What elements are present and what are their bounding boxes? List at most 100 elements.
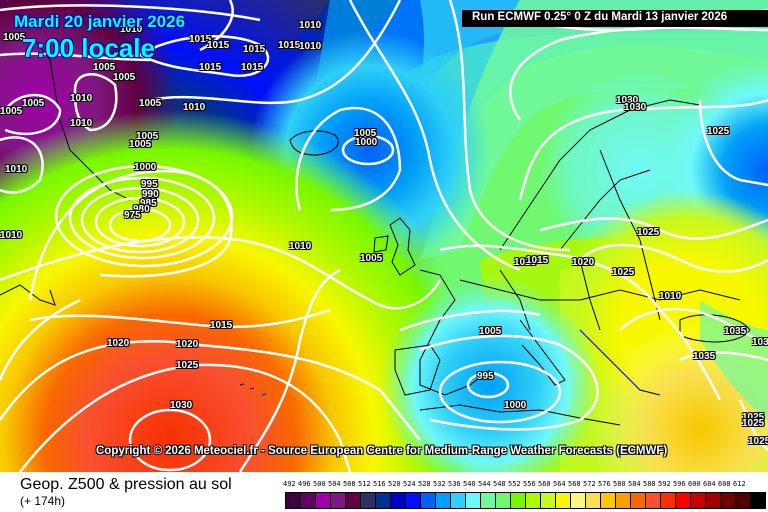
legend-swatch (480, 492, 495, 509)
legend-label: 564 (553, 480, 566, 488)
copyright: Copyright © 2026 Meteociel.fr - Source E… (96, 445, 668, 457)
legend-swatch (390, 492, 405, 509)
legend-swatch (345, 492, 360, 509)
forecast-date: Mardi 20 janvier 2026 (14, 12, 186, 31)
legend-label: 604 (703, 480, 716, 488)
isobar-label: 1010 (183, 102, 206, 113)
legend-label: 516 (373, 480, 386, 488)
isobar-label: 1025 (176, 360, 199, 371)
legend-label: 552 (508, 480, 521, 488)
isobar-label: 990 (142, 189, 159, 200)
legend-swatch (660, 492, 675, 509)
legend-label: 580 (613, 480, 626, 488)
legend-swatch (315, 492, 330, 509)
isobar-label: 1005 (93, 62, 116, 73)
legend-swatch (600, 492, 615, 509)
run-info: Run ECMWF 0.25° 0 Z du Mardi 13 janvier … (472, 11, 728, 23)
isobar-label: 1025 (612, 267, 635, 278)
legend-label: 540 (463, 480, 476, 488)
legend-label: 532 (433, 480, 446, 488)
isobar-label: 1010 (659, 291, 682, 302)
legend-label: 588 (643, 480, 656, 488)
isobar-label: 1010 (5, 164, 28, 175)
isobar-label: 1005 (0, 106, 23, 117)
legend-label: 500 (313, 480, 326, 488)
forecast-time: 7:00 locale (22, 33, 155, 63)
isobar-label: 975 (124, 210, 141, 221)
isobar-label: 1015 (514, 257, 537, 268)
isobar-label: 1005 (136, 131, 159, 142)
legend-swatch (525, 492, 540, 509)
product-title: Geop. Z500 & pression au sol (20, 476, 232, 493)
isobar-label: 1010 (0, 230, 23, 241)
isobar-label: 1005 (129, 139, 152, 150)
isobar-label: 1025 (637, 227, 660, 238)
isobar-label: 1035 (752, 337, 768, 348)
isobar-label: 1035 (724, 326, 747, 337)
legend-label: 544 (478, 480, 491, 488)
legend-label: 568 (568, 480, 581, 488)
isobar-label: 985 (140, 198, 157, 209)
isobar-label: 1030 (616, 95, 639, 106)
isobar-label: 1005 (360, 253, 383, 264)
isobar-label: 1010 (70, 118, 93, 129)
isobar-label: 1015 (207, 40, 230, 51)
legend-swatch (285, 492, 300, 509)
legend-label: 496 (298, 480, 311, 488)
legend-label: 556 (523, 480, 536, 488)
legend-swatch (375, 492, 390, 509)
legend-swatch (300, 492, 315, 509)
legend-label: 536 (448, 480, 461, 488)
isobar-label: 980 (133, 204, 150, 215)
legend-swatch (705, 492, 720, 509)
legend-label: 512 (358, 480, 371, 488)
legend-swatch (495, 492, 510, 509)
isobar-label: 1005 (22, 98, 45, 109)
coastlines (0, 39, 751, 426)
isobar-label: 1015 (199, 62, 222, 73)
run-info-box: Run ECMWF 0.25° 0 Z du Mardi 13 janvier … (462, 10, 768, 27)
legend-swatch (690, 492, 705, 509)
legend-swatch (555, 492, 570, 509)
isobar-label: 1025 (748, 436, 768, 447)
legend-swatch (465, 492, 480, 509)
legend-label: 524 (403, 480, 416, 488)
legend-label: 612 (733, 480, 746, 488)
legend-label: 596 (673, 480, 686, 488)
footer: Geop. Z500 & pression au sol (+ 174h) 49… (0, 472, 768, 512)
legend-swatch (645, 492, 660, 509)
isobar-label: 1015 (278, 40, 301, 51)
isobar-label: 1000 (355, 137, 378, 148)
isobar-label: 1030 (170, 400, 193, 411)
legend-label: 608 (718, 480, 731, 488)
isobar-label: 995 (141, 179, 158, 190)
isobar-label: 1035 (693, 351, 716, 362)
isobar-label: 1020 (572, 257, 595, 268)
legend-label: 504 (328, 480, 341, 488)
lead-time: (+ 174h) (20, 494, 66, 508)
isobar-label: 1015 (210, 320, 233, 331)
legend-label: 548 (493, 480, 506, 488)
isobar-label: 1000 (134, 162, 157, 173)
legend-label: 528 (418, 480, 431, 488)
isobar-label: 1000 (504, 400, 527, 411)
legend-swatch (630, 492, 645, 509)
legend-swatch (435, 492, 450, 509)
legend-label: 576 (598, 480, 611, 488)
isobar-label: 1015 (241, 62, 264, 73)
isobars (0, 0, 768, 472)
isobar-label: 1015 (189, 34, 212, 45)
isobar-label: 1005 (354, 128, 377, 139)
legend-swatch (510, 492, 525, 509)
weather-map: 1010 1005 1015 1015 1015 1015 1010 1010 1015 1015… (0, 0, 768, 472)
legend-swatch (420, 492, 435, 509)
isobar-label: 1010 (70, 93, 93, 104)
isobar-label: 1005 (479, 326, 502, 337)
isobar-label: 1025 (707, 126, 730, 137)
isobar-label: 995 (477, 371, 494, 382)
isobar-label: 1010 (120, 24, 143, 35)
isobar-label: 1005 (113, 72, 136, 83)
isobar-label: 1030 (624, 102, 647, 113)
legend-swatch (330, 492, 345, 509)
legend-label: 560 (538, 480, 551, 488)
